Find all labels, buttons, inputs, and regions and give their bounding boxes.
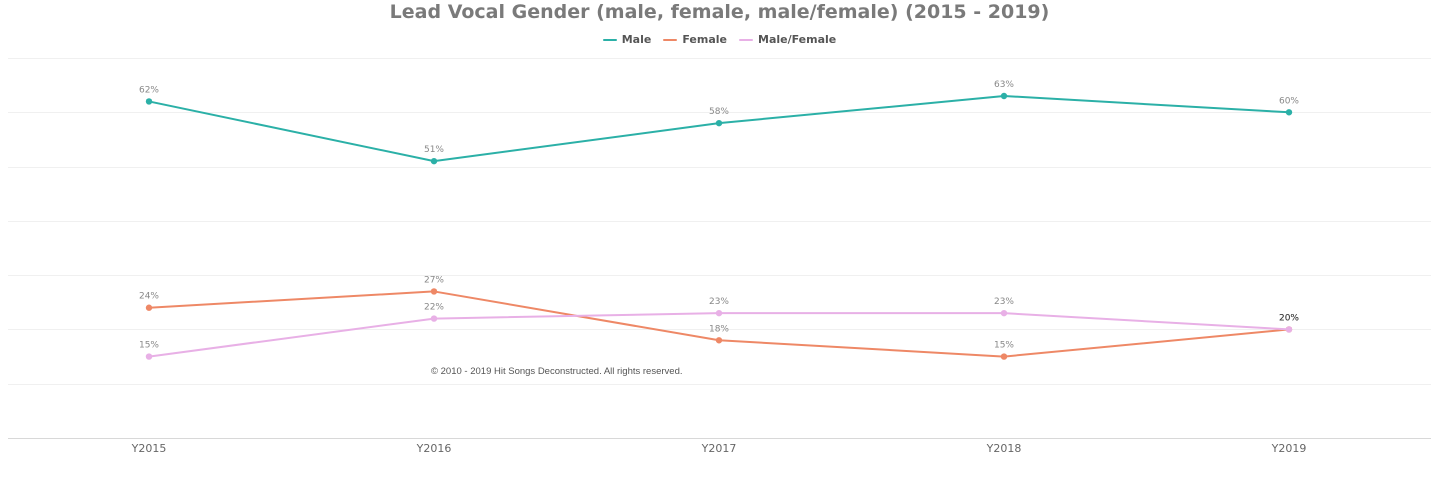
data-label-female: 15% — [994, 341, 1014, 351]
data-label-male: 62% — [139, 85, 159, 95]
chart-series — [145, 92, 1293, 360]
data-point-female — [715, 337, 723, 344]
x-tick-label: Y2019 — [1271, 442, 1307, 455]
x-tick-label: Y2017 — [701, 442, 737, 455]
legend-item-female[interactable]: Female — [663, 33, 727, 46]
legend-item-male[interactable]: Male — [602, 33, 652, 46]
chart-legend: Male Female Male/Female — [0, 33, 1439, 46]
series-line-male-female — [148, 312, 1290, 358]
legend-label-male: Male — [621, 33, 652, 46]
data-label-male-female: 23% — [994, 297, 1014, 307]
data-point-male — [1000, 92, 1008, 100]
data-label-male-female: 15% — [139, 341, 159, 351]
data-point-male-female — [1000, 309, 1008, 317]
chart-title: Lead Vocal Gender (male, female, male/fe… — [389, 1, 1050, 23]
data-label-male: 63% — [994, 80, 1014, 90]
data-point-male-female — [430, 315, 438, 322]
legend-swatch-male — [602, 38, 617, 41]
chart-gridlines — [8, 58, 1431, 385]
data-point-male-female — [715, 309, 723, 317]
data-label-male-female: 22% — [424, 303, 444, 313]
legend-label-female: Female — [682, 33, 727, 46]
x-tick-label: Y2018 — [986, 442, 1022, 455]
legend-label-male-female: Male/Female — [758, 33, 837, 46]
data-label-male: 58% — [709, 107, 729, 117]
data-label-female: 27% — [424, 275, 444, 285]
copyright-notice: © 2010 - 2019 Hit Songs Deconstructed. A… — [431, 366, 683, 377]
data-point-female — [430, 288, 438, 295]
data-label-male: 51% — [424, 145, 444, 155]
x-axis: Y2015 Y2016 Y2017 Y2018 Y2019 — [8, 438, 1431, 455]
data-point-male-female — [145, 353, 153, 360]
data-label-female: 18% — [709, 324, 729, 334]
data-point-male — [1285, 109, 1293, 116]
series-line-male — [148, 95, 1290, 163]
chart-data-labels: 62% 51% 58% 63% 60% 24% 27% 18% 15% 20% 15% 22% 23% 2… — [139, 80, 1299, 351]
data-point-male — [430, 157, 438, 165]
data-point-female — [1000, 353, 1008, 360]
x-tick-label: Y2015 — [131, 442, 167, 455]
legend-swatch-female — [663, 38, 678, 41]
data-label-male-female: 20% — [1279, 313, 1299, 323]
data-label-male-female: 23% — [709, 297, 729, 307]
data-point-male — [715, 119, 723, 127]
data-point-male — [145, 98, 153, 105]
legend-item-male-female[interactable]: Male/Female — [739, 33, 836, 46]
data-label-female: 20% — [1279, 313, 1299, 323]
data-point-female — [145, 304, 153, 311]
data-label-male: 60% — [1279, 96, 1299, 106]
x-tick-label: Y2016 — [416, 442, 452, 455]
data-label-female: 24% — [139, 292, 159, 302]
legend-swatch-male-female — [739, 38, 753, 41]
data-point-male-female — [1285, 326, 1293, 333]
